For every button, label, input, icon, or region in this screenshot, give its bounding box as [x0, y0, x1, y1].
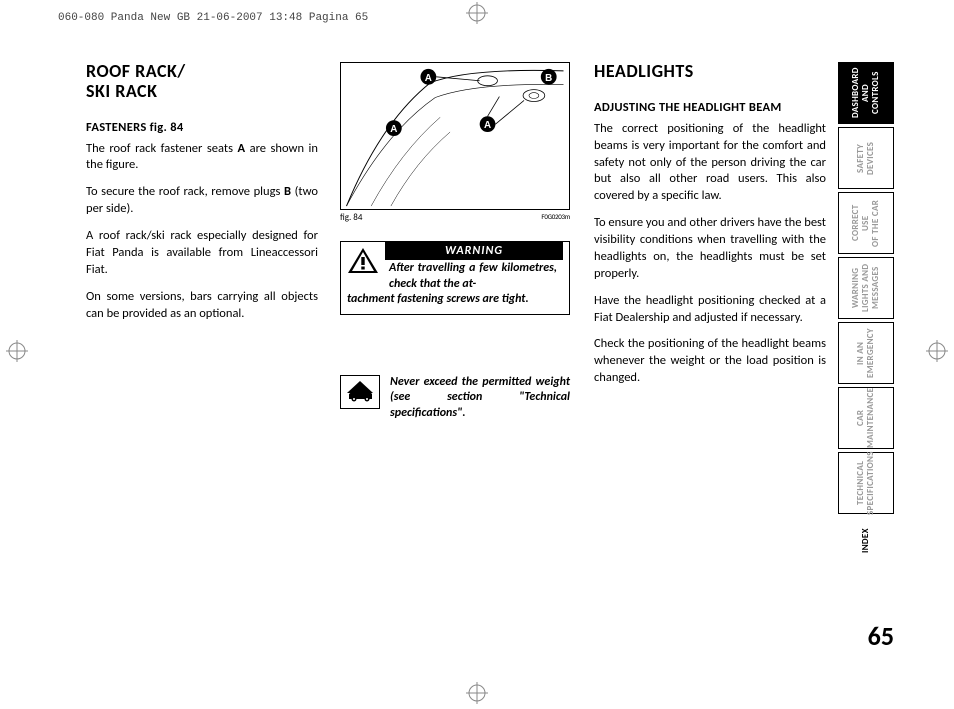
bold-ref: A — [238, 141, 246, 156]
section-tab[interactable]: INDEX — [838, 517, 894, 565]
warning-triangle-icon — [341, 242, 385, 280]
paragraph: To secure the roof rack, remove plugs B … — [86, 184, 318, 218]
page-content: ROOF RACK/ SKI RACK FASTENERS fig. 84 Th… — [86, 62, 894, 652]
section-tab[interactable]: WARNING LIGHTS AND MESSAGES — [838, 257, 894, 319]
section-tab[interactable]: CORRECT USE OF THE CAR — [838, 192, 894, 254]
figure-84: A B A A fig. 84 F0G0203m — [340, 62, 570, 223]
section-tab[interactable]: DASHBOARD AND CONTROLS — [838, 62, 894, 124]
warning-text: After travelling a few kilometres, check… — [385, 260, 563, 292]
svg-text:A: A — [484, 120, 491, 131]
paragraph: The correct positioning of the headlight… — [594, 121, 826, 205]
bold-ref: B — [284, 184, 291, 199]
subheading-adjusting-beam: ADJUSTING THE HEADLIGHT BEAM — [594, 100, 826, 115]
car-weight-icon — [340, 375, 380, 409]
registration-mark-bottom — [466, 682, 488, 704]
paragraph: The roof rack fastener seats A are shown… — [86, 141, 318, 175]
warning-box: WARNING After travelling a few kilometre… — [340, 241, 570, 315]
svg-text:A: A — [425, 73, 432, 84]
warning-text-cont: tachment fastening screws are tight. — [341, 292, 569, 314]
registration-mark-left — [6, 340, 28, 362]
text: To secure the roof rack, remove plugs — [86, 184, 284, 199]
section-title-headlights: HEADLIGHTS — [594, 62, 826, 82]
paragraph: A roof rack/ski rack especially designed… — [86, 228, 318, 279]
page-number: 65 — [868, 620, 894, 652]
text: The roof rack fastener seats — [86, 141, 238, 156]
warning-title: WARNING — [385, 242, 563, 260]
paragraph: On some versions, bars carrying all obje… — [86, 289, 318, 323]
section-title-roof-rack: ROOF RACK/ SKI RACK — [86, 62, 318, 102]
print-header: 060-080 Panda New GB 21-06-2007 13:48 Pa… — [58, 12, 368, 24]
svg-text:B: B — [545, 73, 552, 84]
note-text: Never exceed the permitted weight (see s… — [390, 375, 570, 422]
paragraph: Check the positioning of the headlight b… — [594, 336, 826, 387]
section-tab[interactable]: IN AN EMERGENCY — [838, 322, 894, 384]
svg-text:A: A — [390, 124, 397, 135]
column-2: A B A A fig. 84 F0G0203m — [340, 62, 572, 422]
subheading-fasteners: FASTENERS fig. 84 — [86, 120, 318, 135]
figure-reference: F0G0203m — [541, 212, 570, 223]
section-tabs: DASHBOARD AND CONTROLSSAFETY DEVICESCORR… — [838, 62, 894, 568]
paragraph: To ensure you and other drivers have the… — [594, 215, 826, 283]
column-1: ROOF RACK/ SKI RACK FASTENERS fig. 84 Th… — [86, 62, 318, 422]
figure-caption: fig. 84 — [340, 212, 362, 223]
note-box: Never exceed the permitted weight (see s… — [340, 375, 570, 422]
paragraph: Have the headlight positioning checked a… — [594, 293, 826, 327]
column-3: HEADLIGHTS ADJUSTING THE HEADLIGHT BEAM … — [594, 62, 826, 422]
section-tab[interactable]: CAR MAINTENANCE — [838, 387, 894, 449]
section-tab[interactable]: TECHNICAL SPECIFICATIONS — [838, 452, 894, 514]
figure-image: A B A A — [340, 62, 570, 210]
section-tab[interactable]: SAFETY DEVICES — [838, 127, 894, 189]
registration-mark-top — [466, 2, 488, 24]
registration-mark-right — [926, 340, 948, 362]
